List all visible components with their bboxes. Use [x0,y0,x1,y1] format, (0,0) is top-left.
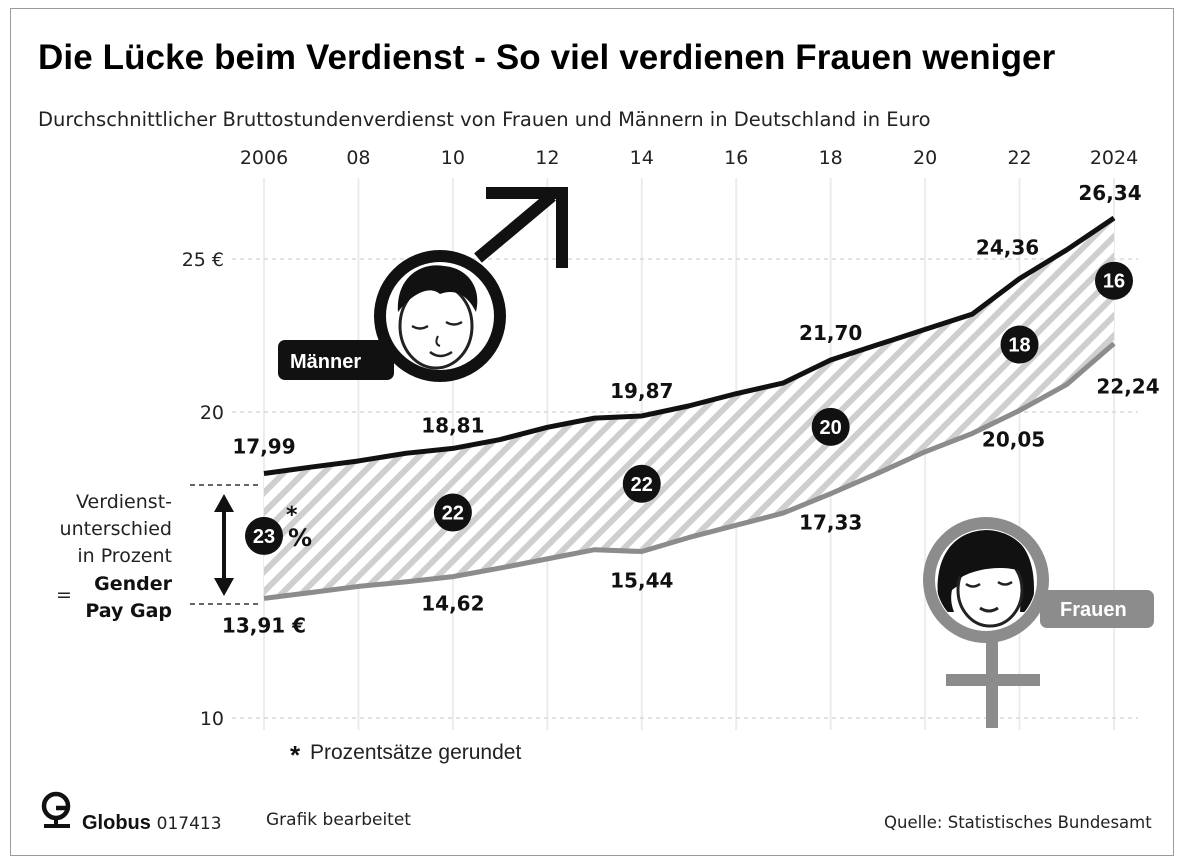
men-badge: Männer [278,340,394,380]
x-tick-label: 08 [346,147,370,169]
value-label: 15,44 [610,569,673,593]
explainer-pay-gap: Pay Gap [85,600,172,622]
chart-frame [10,8,1174,856]
gap-percent-marker: 22 [433,493,472,532]
series-line-maenner [263,215,1116,476]
gap-percent-circle [622,464,661,503]
gap-percent-label: 20 [820,417,842,439]
explainer-equals: = [56,584,72,606]
gap-percent-circle [1095,261,1133,300]
x-tick-label: 14 [630,147,654,169]
gap-percent-marker: 22 [622,464,661,503]
footnote-marker: * [290,740,301,770]
gap-percent-marker: 20 [811,407,850,446]
double-arrow-icon [214,494,234,596]
logo-number: 017413 [156,814,222,834]
gap-percent-label: 22 [442,503,464,525]
chart-title: Die Lücke beim Verdienst - So viel verdi… [38,38,1056,77]
value-label: 24,36 [976,236,1039,260]
x-tick-label: 16 [724,147,748,169]
gap-percent-label: 18 [1008,335,1030,357]
explainer-line-2: unterschied [60,518,172,540]
globus-logo [38,790,78,830]
man-face-icon [397,265,478,370]
value-label: 20,05 [982,427,1045,451]
gap-percent-circle [433,493,472,532]
footnote-text: Prozentsätze gerundet [310,741,521,764]
edited-note: Grafik bearbeitet [266,810,411,830]
gap-percent-circle [811,407,850,446]
gap-percent-suffix: % [288,524,312,552]
y-tick-label: 25 € [182,249,224,271]
chart-subtitle: Durchschnittlicher Bruttostundenverdiens… [38,108,931,131]
x-tick-label: 18 [819,147,843,169]
x-tick-label: 2006 [240,147,288,169]
x-tick-label: 10 [441,147,465,169]
value-label: 19,87 [610,379,673,403]
y-tick-label: 10 [200,708,224,730]
gap-percent-marker: 18 [1000,325,1039,364]
explainer-gender: Gender [94,573,172,595]
gap-percent-label: 16 [1103,271,1125,293]
series-line-frauen [263,341,1116,601]
gap-percent-circle [245,516,283,555]
value-label: 13,91 € [222,613,306,637]
gap-percent-marker: 23 %* [245,503,312,555]
globus-logo-icon [41,791,71,828]
x-tick-label: 2024 [1090,147,1138,169]
value-label: 21,70 [799,321,862,345]
source-note: Quelle: Statistisches Bundesamt [884,813,1152,832]
female-symbol-icon [923,517,1049,728]
value-label: 18,81 [421,413,484,437]
y-tick-label: 20 [200,402,224,424]
women-badge: Frauen [1040,590,1154,628]
x-tick-label: 20 [913,147,937,169]
x-tick-label: 12 [535,147,559,169]
male-symbol-icon [374,187,568,382]
value-label: 14,62 [421,592,484,616]
women-badge-label: Frauen [1060,599,1127,621]
gap-percent-label: 22 [631,474,653,496]
value-label: 26,34 [1078,181,1141,205]
logo-brand: Globus [82,812,151,834]
value-label: 22,24 [1096,374,1159,398]
gap-percent-label: 23 [253,526,275,548]
x-tick-label: 22 [1007,147,1031,169]
woman-face-icon [937,530,1035,628]
gap-percent-asterisk: * [286,503,298,528]
explainer-line-3: in Prozent [77,545,172,567]
explainer-line-1: Verdienst- [76,491,172,513]
gap-percent-marker: 16 [1095,261,1133,300]
value-label: 17,33 [799,511,862,535]
gap-percent-circle [1000,325,1039,364]
men-badge-label: Männer [290,351,361,373]
value-label: 17,99 [232,435,295,459]
